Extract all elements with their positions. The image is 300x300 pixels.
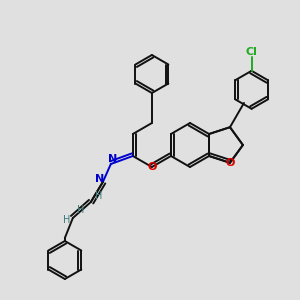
Text: Cl: Cl bbox=[246, 47, 257, 57]
Text: N: N bbox=[95, 174, 104, 184]
Text: O: O bbox=[147, 162, 157, 172]
Text: O: O bbox=[225, 158, 235, 168]
Text: H: H bbox=[95, 191, 103, 201]
Text: H: H bbox=[63, 215, 70, 225]
Text: N: N bbox=[108, 154, 118, 164]
Text: H: H bbox=[77, 205, 85, 215]
